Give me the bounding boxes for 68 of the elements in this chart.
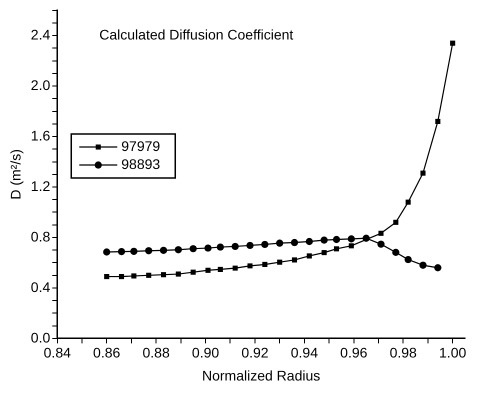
point bbox=[320, 236, 328, 244]
point bbox=[145, 247, 152, 254]
point bbox=[232, 266, 238, 271]
point bbox=[262, 262, 268, 268]
x-tick-label: 1.00 bbox=[439, 344, 466, 361]
point bbox=[348, 243, 354, 248]
point bbox=[218, 266, 223, 272]
point bbox=[434, 264, 442, 272]
point bbox=[306, 253, 312, 258]
y-axis-title: D (m²/s) bbox=[7, 149, 24, 200]
point bbox=[103, 248, 110, 256]
x-tick-label: 0.94 bbox=[290, 344, 318, 361]
y-tick-label: 0.4 bbox=[30, 278, 50, 295]
point bbox=[146, 272, 152, 278]
point bbox=[174, 246, 182, 254]
x-tick-label: 0.90 bbox=[192, 344, 220, 361]
point bbox=[332, 236, 340, 244]
point bbox=[292, 257, 298, 262]
point bbox=[393, 220, 398, 225]
point bbox=[406, 200, 411, 205]
point bbox=[377, 240, 385, 248]
point bbox=[419, 262, 427, 269]
point bbox=[435, 118, 440, 124]
x-tick-label: 0.96 bbox=[340, 344, 368, 361]
point bbox=[450, 40, 456, 46]
y-tick-label: 1.2 bbox=[30, 178, 50, 194]
legend-label: 98893 bbox=[121, 156, 160, 172]
point bbox=[322, 250, 327, 256]
point bbox=[190, 270, 196, 275]
point bbox=[176, 272, 181, 277]
point bbox=[348, 235, 355, 242]
x-axis-title: Normalized Radius bbox=[202, 367, 320, 384]
text: Calculated Diffusion Coefficient bbox=[99, 26, 294, 42]
point bbox=[190, 245, 197, 252]
x-tick-label: 0.88 bbox=[142, 344, 170, 361]
x-tick-label: 0.98 bbox=[390, 344, 418, 361]
y-tick-label: 0.0 bbox=[30, 329, 50, 346]
point bbox=[216, 243, 224, 251]
point bbox=[378, 230, 384, 236]
point bbox=[276, 240, 284, 247]
point bbox=[131, 273, 136, 278]
point bbox=[130, 248, 138, 255]
point bbox=[247, 263, 253, 268]
point bbox=[277, 260, 282, 265]
x-tick-label: 0.84 bbox=[44, 344, 72, 361]
point bbox=[420, 170, 426, 176]
point bbox=[118, 248, 126, 256]
point bbox=[290, 238, 298, 246]
x-tick-label: 0.92 bbox=[241, 344, 269, 361]
y-tick-label: 1.6 bbox=[30, 127, 50, 144]
point bbox=[404, 256, 412, 264]
point bbox=[246, 242, 254, 250]
y-tick-label: 2.4 bbox=[30, 26, 50, 42]
point bbox=[160, 246, 168, 254]
point bbox=[160, 272, 166, 278]
y-tick-label: 0.8 bbox=[30, 228, 50, 244]
point bbox=[204, 244, 212, 252]
x-tick-label: 0.86 bbox=[93, 344, 121, 361]
point bbox=[232, 242, 239, 250]
point bbox=[306, 238, 313, 246]
point bbox=[205, 268, 211, 273]
point bbox=[261, 240, 268, 248]
point bbox=[118, 274, 124, 280]
point bbox=[334, 246, 340, 252]
point bbox=[104, 274, 110, 280]
y-tick-label: 2.0 bbox=[30, 76, 50, 93]
point bbox=[392, 248, 400, 256]
legend-label: 97979 bbox=[121, 138, 160, 154]
